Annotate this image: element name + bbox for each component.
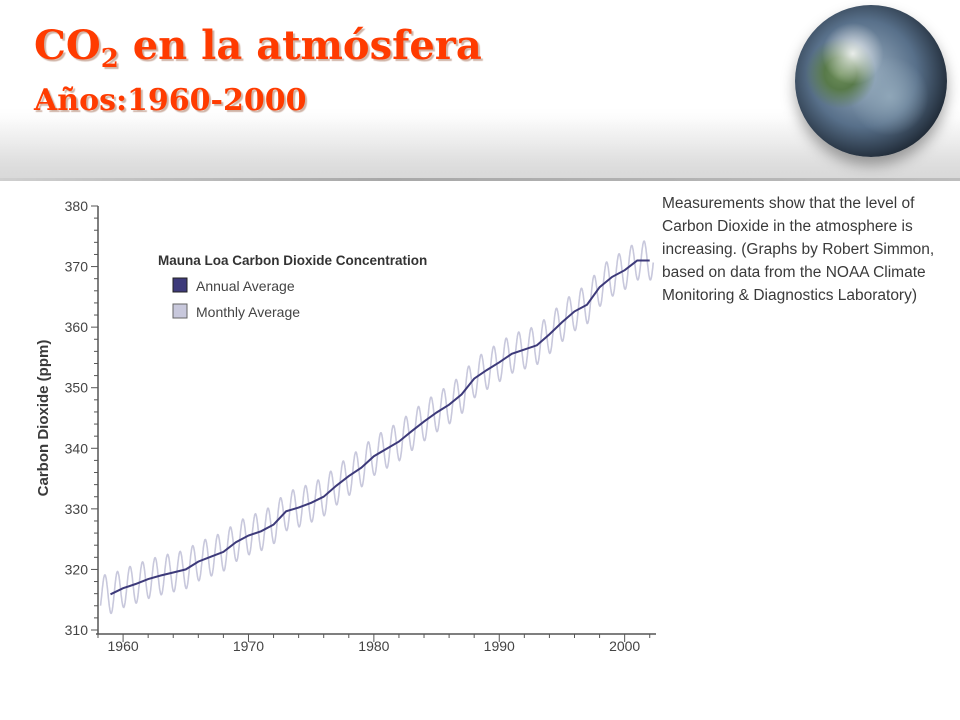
title-divider (0, 178, 960, 181)
title-suffix: en la atmósfera (118, 22, 482, 69)
y-tick-label: 330 (65, 501, 89, 517)
x-tick-label: 1970 (233, 638, 264, 654)
title-subscript: 2 (100, 44, 119, 74)
title-prefix: CO (34, 22, 101, 69)
chart-note: Measurements show that the level of Carb… (662, 195, 935, 304)
x-tick-label: 2000 (609, 638, 640, 654)
y-tick-label: 350 (65, 380, 89, 396)
legend-label-monthly: Monthly Average (196, 304, 300, 320)
legend-swatch-annual (172, 277, 188, 293)
series-annual-line (110, 259, 650, 596)
legend-label-annual: Annual Average (196, 278, 295, 294)
y-tick-label: 370 (65, 259, 89, 275)
series-monthly-line (99, 240, 655, 615)
y-tick-label: 360 (65, 319, 89, 335)
x-tick-label: 1980 (358, 638, 389, 654)
page-title: CO2 en la atmósfera (34, 22, 482, 73)
y-tick-label: 380 (65, 198, 89, 214)
y-axis-label: Carbon Dioxide (ppm) (35, 340, 52, 497)
y-tick-label: 310 (65, 622, 89, 638)
chart-title: Mauna Loa Carbon Dioxide Concentration (158, 253, 427, 268)
x-tick-label: 1960 (108, 638, 139, 654)
globe-icon (795, 5, 947, 157)
legend-swatch-monthly (172, 303, 188, 319)
title-shadow-bar (0, 118, 960, 178)
y-tick-label: 340 (65, 440, 89, 456)
x-tick-label: 1990 (484, 638, 515, 654)
y-tick-label: 320 (65, 561, 89, 577)
page-subtitle: Años:1960-2000 (34, 83, 307, 118)
